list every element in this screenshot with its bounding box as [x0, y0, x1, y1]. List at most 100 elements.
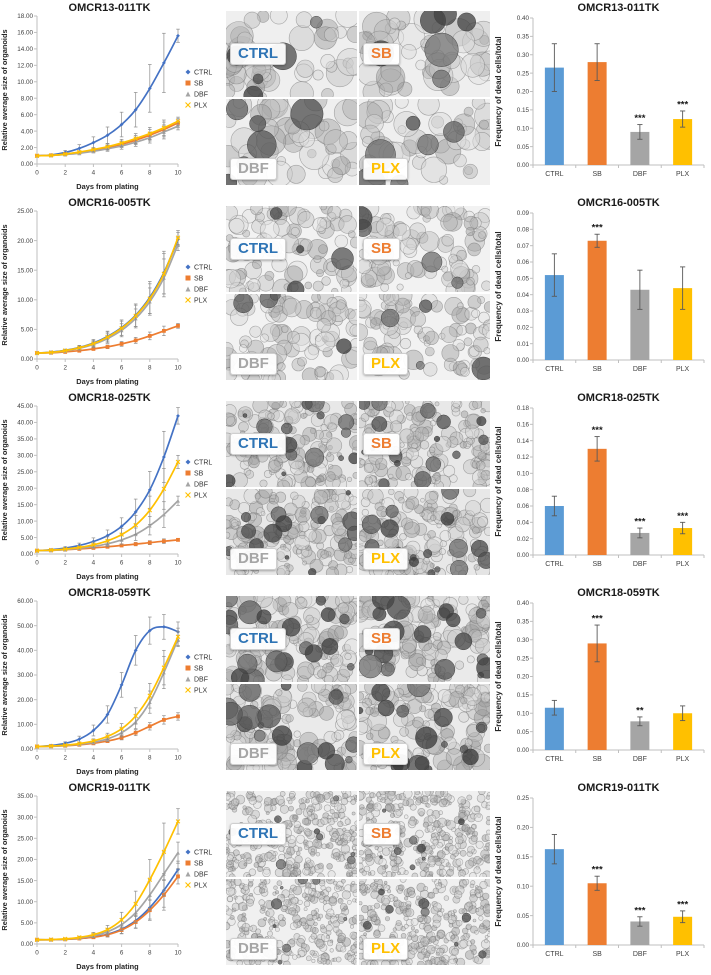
diamond-marker-icon — [133, 648, 138, 653]
y-tick-label: 0.00 — [517, 747, 530, 754]
y-tick-label: 10.00 — [17, 518, 33, 525]
microscopy-quadrant-ctrl: CTRL — [226, 595, 357, 682]
y-tick-label: 0.15 — [517, 854, 530, 861]
x-tick-label: 6 — [120, 170, 124, 177]
diamond-marker-icon — [147, 487, 152, 492]
x-tick-label: 8 — [148, 170, 152, 177]
y-tick-label: 0.35 — [517, 34, 530, 41]
category-label: PLX — [676, 561, 690, 568]
legend-label: CTRL — [194, 70, 212, 77]
error-bar — [680, 521, 686, 535]
image-label-ctrl: CTRL — [230, 43, 286, 66]
legend-item-dbf: DBF — [185, 91, 208, 99]
microscopy-quadrant-plx: PLX — [359, 98, 490, 185]
category-label: SB — [592, 951, 602, 958]
bar-plx — [673, 713, 693, 750]
x-marker-icon — [185, 492, 191, 498]
x-tick-label: 2 — [63, 560, 67, 567]
y-tick-label: 40.00 — [17, 420, 33, 427]
image-label-dbf: DBF — [230, 937, 277, 960]
x-marker-icon — [161, 125, 167, 131]
x-marker-icon — [34, 153, 40, 159]
x-tick-label: 4 — [92, 170, 96, 177]
legend-item-sb: SB — [185, 470, 204, 478]
y-tick-label: 0.30 — [517, 52, 530, 59]
y-tick-label: 20.00 — [17, 238, 33, 245]
square-marker-icon — [133, 730, 138, 735]
y-tick-label: 16.00 — [17, 30, 33, 37]
category-label: DBF — [633, 951, 647, 958]
x-marker-icon — [175, 118, 181, 124]
microscopy-grid: CTRL SB DBF PLX — [224, 780, 492, 975]
y-tick-label: 25.00 — [17, 835, 33, 842]
y-axis-title: Relative average size of organoids — [0, 29, 9, 150]
x-marker-icon — [161, 271, 167, 277]
bar-dbf — [630, 131, 650, 165]
bar-chart-panel: 0.00 0.01 0.02 0.03 0.04 0.05 0.06 0.07 0.08 0.09… — [492, 195, 711, 390]
microscopy-image — [359, 10, 490, 97]
y-tick-label: 8.00 — [21, 95, 34, 102]
y-tick-label: 15.00 — [17, 502, 33, 509]
microscopy-quadrant-sb: SB — [359, 400, 490, 487]
line-chart: 0.005.0010.0015.0020.0025.0030.0035.0040… — [0, 392, 212, 581]
square-marker-icon — [176, 874, 180, 879]
x-marker-icon — [77, 545, 82, 550]
chart-title: OMCR16-005TK — [577, 197, 660, 209]
x-marker-icon — [147, 507, 153, 513]
x-marker-icon — [91, 738, 96, 744]
y-tick-label: 0.00 — [517, 942, 530, 949]
microscopy-quadrant-dbf: DBF — [226, 293, 357, 380]
chart-title: OMCR19-011TK — [69, 782, 151, 794]
x-tick-label: 0 — [35, 170, 39, 177]
line-chart-panel: 0.00 5.00 10.00 15.00 20.00 25.00 30.00 35.00 40… — [0, 390, 224, 585]
x-marker-icon — [77, 741, 82, 746]
diamond-marker-icon — [91, 140, 96, 145]
diamond-marker-icon — [185, 459, 191, 465]
bar-ctrl — [544, 506, 564, 555]
y-tick-label: 10.00 — [17, 79, 33, 86]
legend-label: SB — [194, 471, 204, 478]
bar-dbf — [630, 289, 650, 360]
error-bar — [680, 266, 686, 310]
x-tick-label: 6 — [120, 365, 124, 372]
category-label: SB — [592, 366, 602, 373]
line-chart: 0.00 2.00 4.00 6.00 8.00 10.00 12.00 14.00 16.00… — [0, 2, 212, 191]
series-line — [36, 638, 179, 748]
x-marker-icon — [48, 547, 54, 553]
y-tick-label: 10.00 — [17, 297, 33, 304]
legend-item-ctrl: CTRL — [185, 654, 212, 662]
microscopy-image — [226, 293, 357, 380]
y-tick-label: 0.00 — [517, 162, 530, 169]
image-label-ctrl: CTRL — [230, 433, 286, 456]
y-tick-label: 0.20 — [517, 825, 530, 832]
y-tick-label: 0.05 — [517, 144, 530, 151]
data-series-ctrl — [35, 407, 180, 553]
error-bar — [594, 436, 600, 462]
y-tick-label: 0.10 — [517, 710, 530, 717]
x-marker-icon — [62, 742, 68, 748]
image-label-sb: SB — [363, 823, 400, 846]
legend-item-plx: PLX — [185, 687, 208, 695]
triangle-marker-icon — [162, 512, 166, 517]
x-tick-label: 8 — [148, 560, 152, 567]
significance-stars: *** — [592, 865, 603, 876]
category-label: PLX — [676, 756, 690, 763]
legend-label: DBF — [194, 482, 208, 489]
microscopy-image — [226, 98, 357, 185]
y-tick-label: 0.25 — [517, 70, 530, 77]
x-marker-icon — [119, 726, 124, 732]
error-bar — [637, 269, 643, 310]
diamond-marker-icon — [133, 510, 138, 514]
diamond-marker-icon — [147, 628, 152, 633]
legend-item-ctrl: CTRL — [185, 849, 212, 857]
data-series-ctrl — [35, 28, 180, 158]
diamond-marker-icon — [162, 60, 166, 65]
data-series-plx — [34, 454, 181, 554]
x-axis-title: Days from plating — [76, 962, 139, 971]
y-tick-label: 0.04 — [517, 292, 530, 299]
square-marker-icon — [185, 860, 191, 866]
category-label: SB — [592, 171, 602, 178]
diamond-marker-icon — [162, 625, 166, 629]
diamond-marker-icon — [147, 86, 152, 91]
microscopy-quadrant-dbf: DBF — [226, 98, 357, 185]
